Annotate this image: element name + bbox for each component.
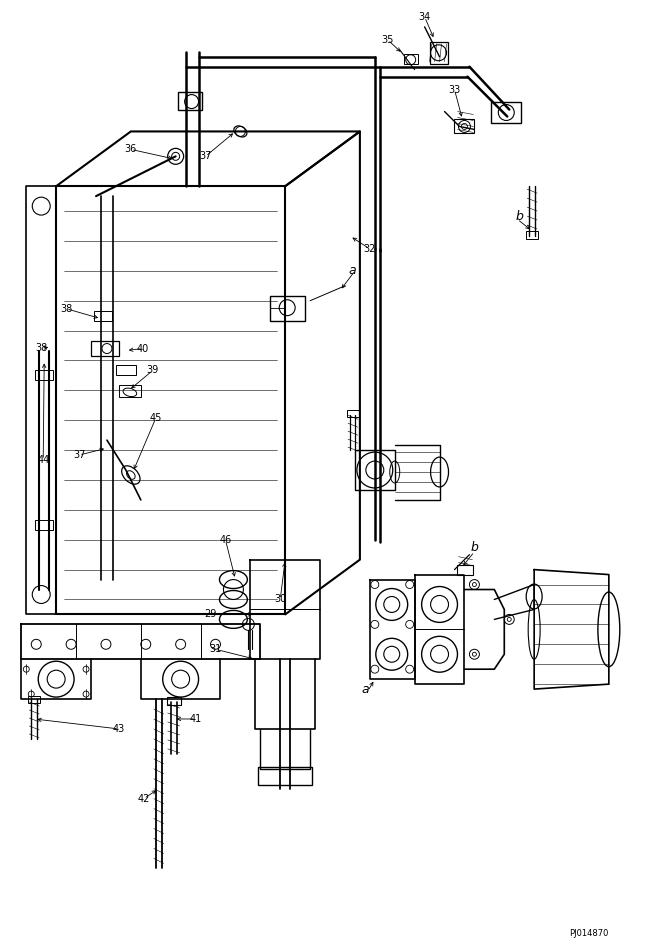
Text: 42: 42 [138,794,150,804]
Text: 29: 29 [204,610,216,619]
Text: 44: 44 [37,456,49,465]
Bar [116,365,136,376]
Bar [166,697,180,705]
Text: b: b [470,541,478,554]
Bar [28,696,40,703]
Bar [258,767,312,785]
Bar [91,340,119,357]
Text: b: b [515,209,523,223]
Bar [119,385,141,398]
Text: a: a [361,683,369,695]
Bar [458,565,474,574]
Bar [35,371,53,380]
Text: 38: 38 [60,303,72,314]
Text: PJ014870: PJ014870 [569,928,609,938]
Bar [270,296,305,320]
Text: 35: 35 [382,35,394,45]
Bar [94,311,112,320]
Text: 39: 39 [147,365,159,376]
Text: 38: 38 [35,342,47,353]
Bar [347,410,359,417]
Bar [35,520,53,530]
Bar [178,91,202,109]
Text: a: a [348,264,356,278]
Bar [526,231,538,239]
Text: 45: 45 [150,414,162,423]
Bar [430,42,448,64]
Text: 30: 30 [274,594,286,605]
Text: 46: 46 [219,534,232,545]
Text: 37: 37 [199,151,212,162]
Text: 40: 40 [137,343,149,354]
Text: 41: 41 [189,714,202,724]
Text: 33: 33 [448,85,461,94]
Bar [492,102,521,124]
Text: 32: 32 [364,244,376,254]
Text: 43: 43 [113,724,125,734]
Bar [454,120,474,133]
Text: 34: 34 [418,12,431,22]
Text: 36: 36 [125,145,137,154]
Text: 31: 31 [209,644,222,654]
Text: 37: 37 [73,450,85,460]
Bar [404,54,418,64]
